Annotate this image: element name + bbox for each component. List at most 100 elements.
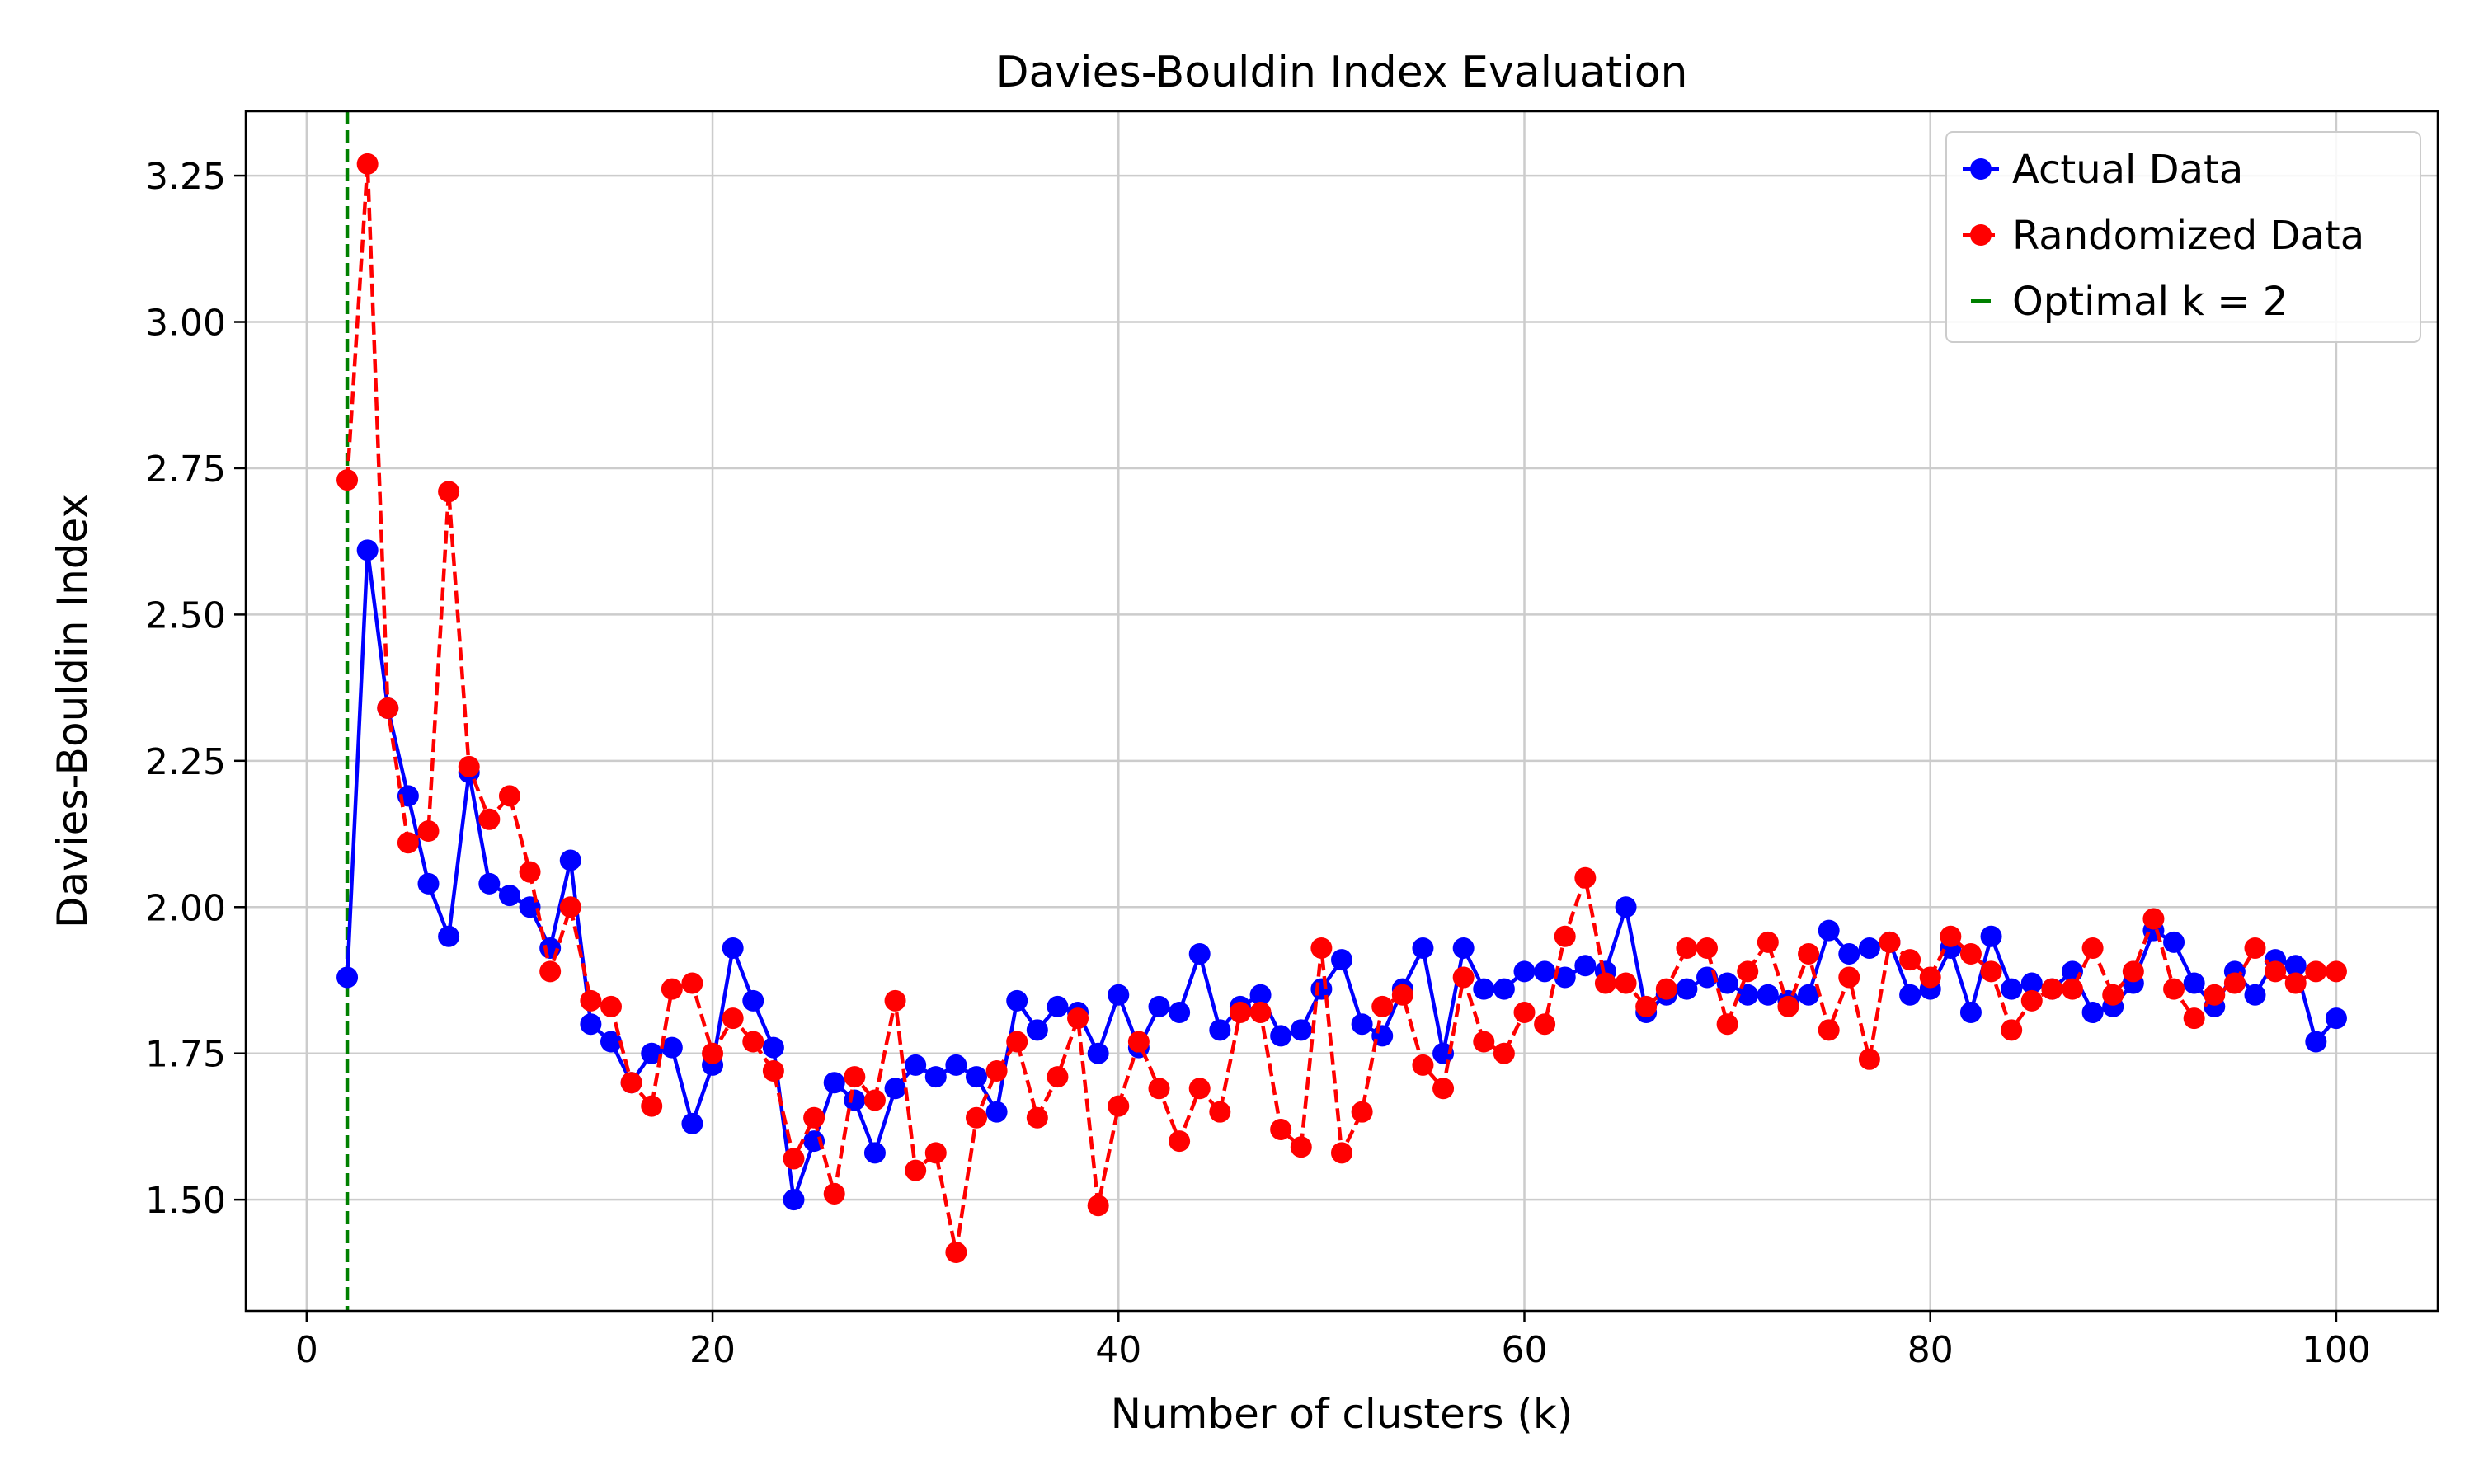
data-point-randomized <box>1432 1078 1455 1100</box>
data-point-randomized <box>2204 984 2226 1006</box>
legend-box <box>1945 131 2421 343</box>
data-point-randomized <box>722 1007 744 1030</box>
data-point-actual <box>1087 1042 1109 1064</box>
data-point-actual <box>1026 1019 1048 1041</box>
data-point-actual <box>823 1072 845 1094</box>
data-point-actual <box>1818 919 1840 942</box>
data-point-actual <box>1615 896 1637 918</box>
data-point-actual <box>336 966 359 989</box>
data-point-actual <box>1209 1019 1231 1041</box>
data-point-randomized <box>2244 937 2266 959</box>
data-point-actual <box>1676 978 1698 1000</box>
y-axis-ticks: 1.50 1.75 2.00 2.25 2.50 2.75 3.00 3.25 <box>145 156 246 1222</box>
data-point-actual <box>478 872 501 895</box>
data-point-randomized <box>905 1159 927 1181</box>
x-tick-label: 0 <box>295 1329 318 1371</box>
data-point-actual <box>1737 984 1759 1006</box>
data-point-actual <box>2325 1007 2347 1030</box>
data-point-actual <box>356 539 379 561</box>
data-point-randomized <box>1554 925 1576 947</box>
data-point-actual <box>1899 984 1921 1006</box>
data-point-actual <box>539 937 562 959</box>
data-point-randomized <box>2325 960 2347 983</box>
data-point-actual <box>1006 989 1028 1012</box>
data-point-randomized <box>1716 1013 1738 1036</box>
data-point-randomized <box>1249 1002 1272 1024</box>
data-point-randomized <box>2081 937 2104 959</box>
data-point-actual <box>1169 1002 1191 1024</box>
data-point-randomized <box>1188 1078 1211 1100</box>
data-point-randomized <box>1879 931 1901 953</box>
data-point-actual <box>985 1101 1008 1123</box>
data-point-randomized <box>2001 1019 2023 1041</box>
data-point-actual <box>905 1054 927 1076</box>
data-point-actual <box>641 1042 663 1064</box>
data-point-randomized <box>1067 1007 1089 1030</box>
data-point-randomized <box>742 1031 764 1053</box>
data-point-randomized <box>1838 966 1860 989</box>
data-point-actual <box>1473 978 1495 1000</box>
data-point-randomized <box>580 989 602 1012</box>
data-point-actual <box>762 1036 784 1059</box>
data-point-actual <box>1270 1025 1292 1047</box>
data-point-randomized <box>620 1072 642 1094</box>
data-point-randomized <box>1229 1002 1251 1024</box>
data-point-randomized <box>1798 943 1820 965</box>
data-point-actual <box>2001 978 2023 1000</box>
data-point-actual <box>1249 984 1272 1006</box>
data-point-actual <box>1148 995 1170 1017</box>
data-point-randomized <box>397 832 419 854</box>
data-point-randomized <box>438 481 460 503</box>
data-point-randomized <box>2142 908 2165 930</box>
data-point-randomized <box>2102 984 2124 1006</box>
data-point-actual <box>2284 955 2307 977</box>
data-point-actual <box>722 937 744 959</box>
data-point-randomized <box>884 989 906 1012</box>
y-tick-label: 2.50 <box>145 594 226 636</box>
x-tick-label: 80 <box>1907 1329 1954 1371</box>
legend-marker-actual <box>1970 158 1992 180</box>
data-point-randomized <box>1148 1078 1170 1100</box>
data-point-actual <box>884 1078 906 1100</box>
data-point-randomized <box>2122 960 2144 983</box>
legend: Actual Data Randomized Data Optimal k = … <box>1945 131 2421 343</box>
data-point-randomized <box>641 1095 663 1117</box>
data-point-randomized <box>863 1089 886 1111</box>
legend-entry-actual: Actual Data <box>1963 147 2243 193</box>
y-tick-label: 3.25 <box>145 156 226 198</box>
data-point-actual <box>559 849 581 871</box>
data-point-actual <box>2081 1002 2104 1024</box>
data-point-randomized <box>519 861 541 883</box>
data-point-randomized <box>1452 966 1475 989</box>
data-point-actual <box>1047 995 1069 1017</box>
data-point-actual <box>1452 937 1475 959</box>
data-point-randomized <box>1026 1106 1048 1129</box>
data-point-randomized <box>783 1148 805 1170</box>
data-point-actual <box>1493 978 1515 1000</box>
series-layer <box>336 153 2347 1264</box>
data-point-randomized <box>1899 949 1921 971</box>
y-tick-label: 2.25 <box>145 741 226 783</box>
data-point-randomized <box>1371 995 1394 1017</box>
data-point-randomized <box>1127 1031 1150 1053</box>
data-point-actual <box>681 1112 703 1134</box>
y-axis-label: Davies-Bouldin Index <box>49 494 96 928</box>
data-point-randomized <box>1473 1031 1495 1053</box>
plot-frame <box>244 110 2439 1313</box>
data-point-randomized <box>1290 1136 1312 1158</box>
data-point-randomized <box>2183 1007 2205 1030</box>
legend-label-actual: Actual Data <box>2012 147 2243 193</box>
data-point-randomized <box>417 820 440 842</box>
grid <box>246 111 2438 1311</box>
data-point-randomized <box>2223 972 2246 994</box>
data-point-actual <box>1432 1042 1455 1064</box>
data-point-actual <box>1310 978 1333 1000</box>
data-point-randomized <box>600 995 622 1017</box>
data-point-actual <box>1574 955 1597 977</box>
legend-label-optimal-k: Optimal k = 2 <box>2012 279 2288 325</box>
data-point-randomized <box>661 978 683 1000</box>
data-point-actual <box>1798 984 1820 1006</box>
data-point-randomized <box>803 1106 825 1129</box>
data-point-actual <box>2163 931 2185 953</box>
data-point-actual <box>1838 943 1860 965</box>
